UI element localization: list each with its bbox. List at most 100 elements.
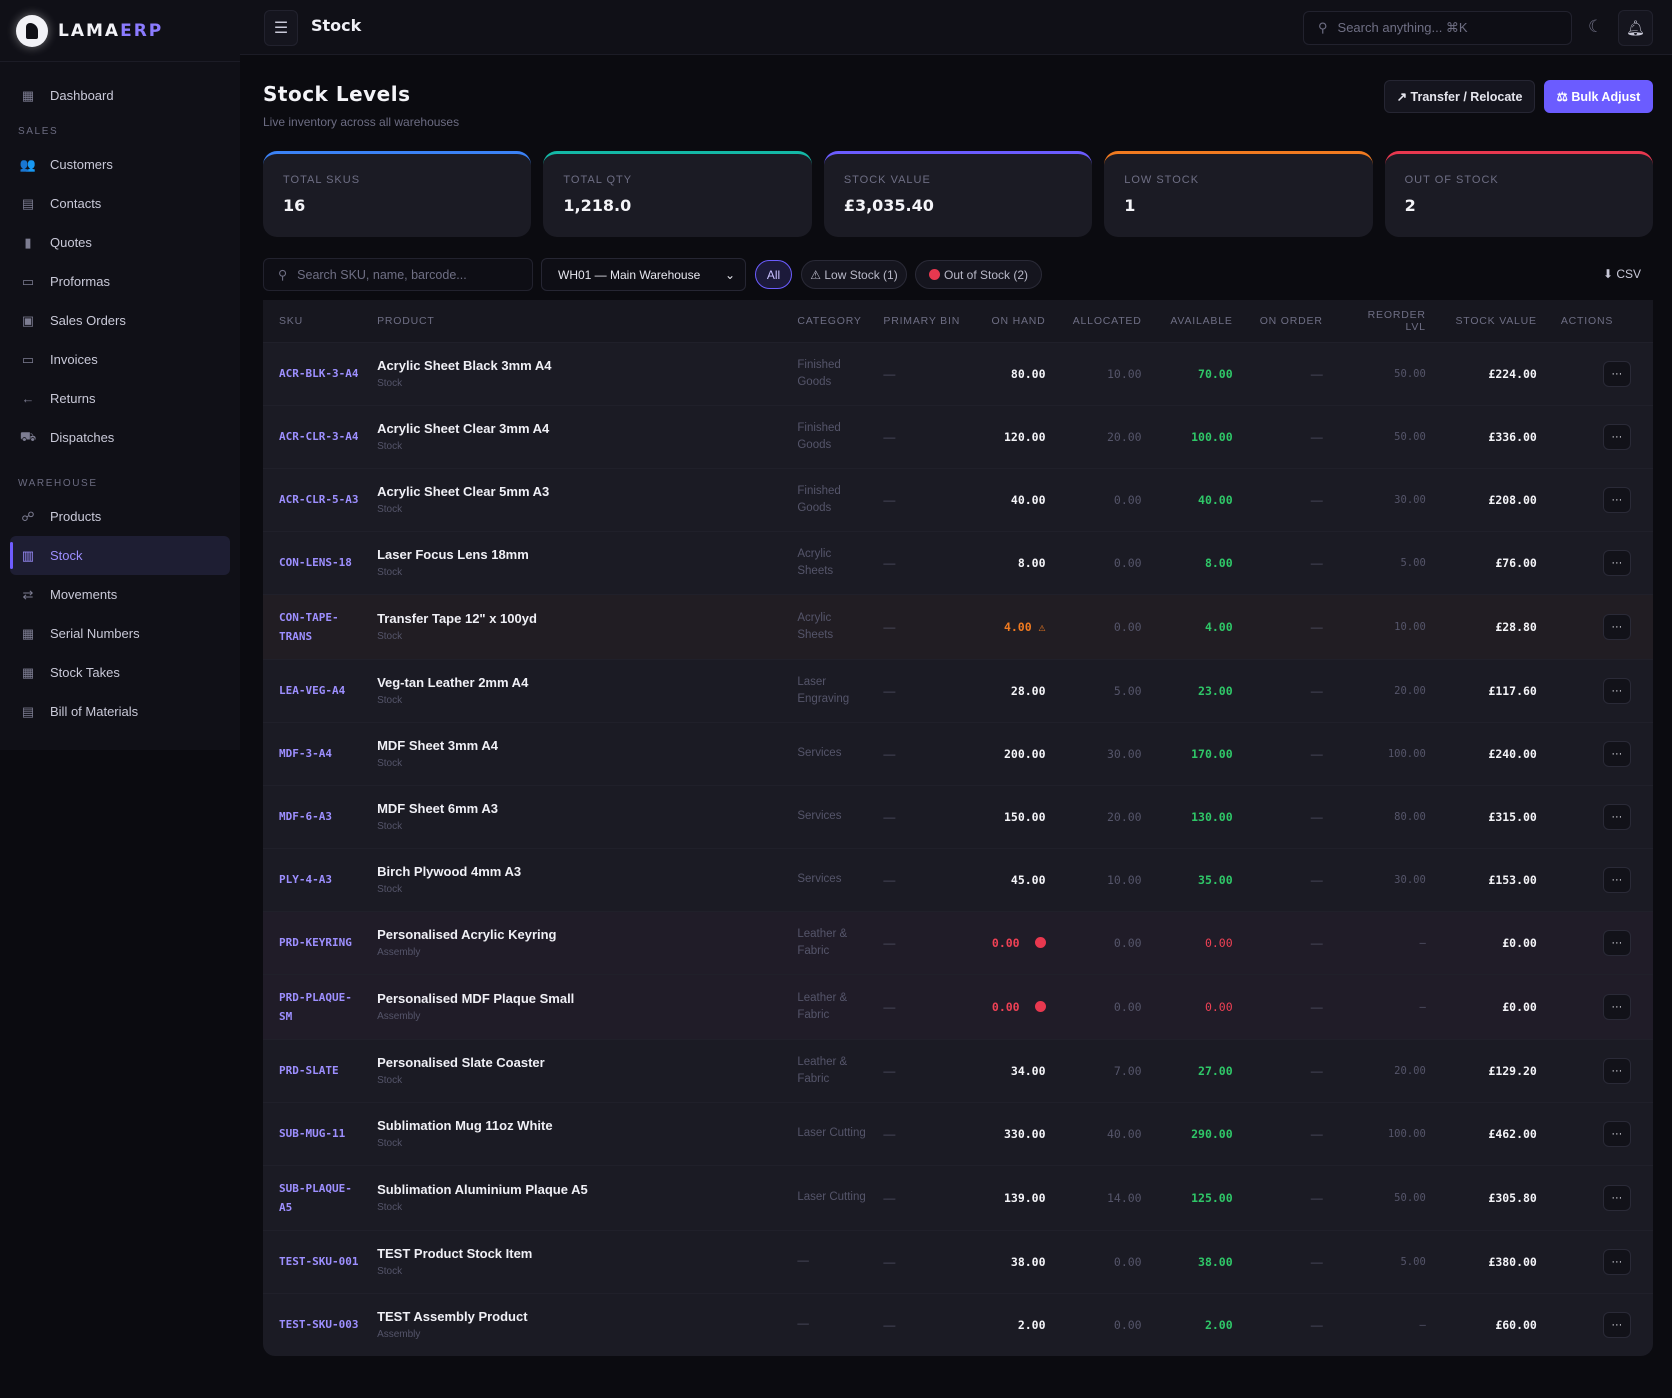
product-name[interactable]: TEST Product Stock Item [377,1245,533,1261]
product-name[interactable]: Acrylic Sheet Clear 3mm A4 [377,420,550,436]
sku-link[interactable]: CON-TAPE-TRANS [279,610,339,643]
sidebar-item-invoices[interactable]: ▭ Invoices [10,340,230,379]
product-name[interactable]: MDF Sheet 6mm A3 [377,800,498,816]
sku-cell[interactable]: TEST-SKU-001 [263,1229,370,1293]
column-header-sku[interactable]: SKU [263,300,370,342]
row-actions-button[interactable]: ··· [1602,1184,1631,1211]
table-row[interactable]: PLY-4-A3 Birch Plywood 4mm A3 Stock Service… [263,847,1653,911]
column-header-reorder-lvl[interactable]: REORDER LVL [1338,300,1442,342]
sidebar-item-sales-orders[interactable]: ▣ Sales Orders [10,301,230,340]
sidebar-item-customers[interactable]: 👥 Customers [10,145,230,184]
sku-link[interactable]: ACR-CLR-3-A4 [279,430,359,443]
sku-link[interactable]: ACR-BLK-3-A4 [279,367,359,380]
transfer-relocate-button[interactable]: ↗ Transfer / Relocate [1384,80,1535,113]
column-header-category[interactable]: CATEGORY [789,300,876,342]
column-header-on-order[interactable]: ON ORDER [1248,300,1339,342]
sku-cell[interactable]: PLY-4-A3 [263,847,370,911]
sidebar-item-dispatches[interactable]: ⛟ Dispatches [10,418,230,457]
sku-link[interactable]: TEST-SKU-001 [279,1255,359,1268]
sku-link[interactable]: CON-LENS-18 [279,556,352,569]
product-name[interactable]: Personalised Acrylic Keyring [377,926,557,942]
sku-link[interactable]: ACR-CLR-5-A3 [279,493,359,506]
sidebar-item-quotes[interactable]: ▮ Quotes [10,223,230,262]
sku-cell[interactable]: MDF-6-A3 [263,784,370,848]
product-name[interactable]: Acrylic Sheet Black 3mm A4 [377,357,552,373]
sku-cell[interactable]: CON-TAPE-TRANS [263,593,370,659]
product-name[interactable]: TEST Assembly Product [377,1308,528,1324]
sidebar-item-movements[interactable]: ⇄ Movements [10,575,230,614]
global-search-input[interactable]: ⚲ Search anything... ⌘K [1303,11,1572,45]
sku-link[interactable]: SUB-PLAQUE-A5 [279,1181,352,1214]
filter-out-of-stock[interactable]: Out of Stock (2) [915,260,1042,289]
sku-cell[interactable]: MDF-3-A4 [263,721,370,785]
product-name[interactable]: Transfer Tape 12" x 100yd [377,610,537,626]
table-row[interactable]: LEA-VEG-A4 Veg-tan Leather 2mm A4 Stock Las… [263,658,1653,722]
row-actions-button[interactable]: ··· [1602,993,1631,1020]
sku-cell[interactable]: PRD-PLAQUE-SM [263,973,370,1039]
sidebar-item-returns[interactable]: ← Returns [10,379,230,418]
row-actions-button[interactable]: ··· [1602,1248,1631,1275]
product-name[interactable]: Veg-tan Leather 2mm A4 [377,674,529,690]
warehouse-select[interactable]: WH01 — Main Warehouse ⌄ [541,258,746,291]
product-name[interactable]: Acrylic Sheet Clear 5mm A3 [377,483,550,499]
product-name[interactable]: Sublimation Aluminium Plaque A5 [377,1181,588,1197]
table-row[interactable]: PRD-SLATE Personalised Slate Coaster Stock… [263,1038,1653,1102]
sku-cell[interactable]: TEST-SKU-003 [263,1292,370,1356]
sidebar-item-stock-takes[interactable]: ▦ Stock Takes [10,653,230,692]
sku-link[interactable]: PRD-KEYRING [279,936,352,949]
product-name[interactable]: MDF Sheet 3mm A4 [377,737,498,753]
column-header-on-hand[interactable]: ON HAND [969,300,1062,342]
sku-cell[interactable]: SUB-MUG-11 [263,1101,370,1165]
table-row[interactable]: ACR-BLK-3-A4 Acrylic Sheet Black 3mm A4 St… [263,341,1653,405]
table-row[interactable]: MDF-6-A3 MDF Sheet 6mm A3 Stock Services — 15… [263,784,1653,848]
product-name[interactable]: Laser Focus Lens 18mm [377,546,529,562]
export-csv-button[interactable]: ⬇ CSV [1602,267,1641,281]
column-header-available[interactable]: AVAILABLE [1157,300,1249,342]
sku-link[interactable]: SUB-MUG-11 [279,1127,346,1140]
sku-cell[interactable]: SUB-PLAQUE-A5 [263,1164,370,1230]
row-actions-button[interactable]: ··· [1602,1120,1631,1147]
sidebar-item-proformas[interactable]: ▭ Proformas [10,262,230,301]
sidebar-item-products[interactable]: ☍ Products [10,497,230,536]
column-header-product[interactable]: PRODUCT [369,300,790,342]
table-row[interactable]: PRD-PLAQUE-SM Personalised MDF Plaque Sma… [263,973,1653,1039]
row-actions-button[interactable]: ··· [1602,423,1631,450]
table-row[interactable]: ACR-CLR-5-A3 Acrylic Sheet Clear 5mm A3 St… [263,467,1653,531]
filter-low-stock[interactable]: ⚠ Low Stock (1) [801,260,907,289]
sidebar-item-stock[interactable]: ▥ Stock [10,536,230,575]
sku-link[interactable]: TEST-SKU-003 [279,1318,359,1331]
sku-cell[interactable]: PRD-SLATE [263,1038,370,1102]
row-actions-button[interactable]: ··· [1602,1311,1631,1338]
notifications-button[interactable]: 🔔︎ [1618,10,1653,46]
sku-cell[interactable]: CON-LENS-18 [263,530,370,594]
column-header-allocated[interactable]: ALLOCATED [1061,300,1158,342]
row-actions-button[interactable]: ··· [1602,866,1631,893]
table-row[interactable]: ACR-CLR-3-A4 Acrylic Sheet Clear 3mm A4 St… [263,404,1653,468]
filter-all[interactable]: All [755,260,792,289]
brand[interactable]: LAMAERP [0,0,240,62]
sku-cell[interactable]: ACR-CLR-5-A3 [263,467,370,531]
sku-cell[interactable]: ACR-BLK-3-A4 [263,341,370,405]
product-name[interactable]: Personalised MDF Plaque Small [377,990,575,1006]
row-actions-button[interactable]: ··· [1602,740,1631,767]
row-actions-button[interactable]: ··· [1602,929,1631,956]
sku-link[interactable]: PLY-4-A3 [279,873,332,886]
product-name[interactable]: Personalised Slate Coaster [377,1054,545,1070]
bulk-adjust-button[interactable]: ⚖ Bulk Adjust [1544,80,1653,113]
column-header-actions[interactable]: ACTIONS [1552,300,1653,342]
table-row[interactable]: PRD-KEYRING Personalised Acrylic Keyring A… [263,910,1653,974]
sku-cell[interactable]: PRD-KEYRING [263,910,370,974]
product-name[interactable]: Birch Plywood 4mm A3 [377,863,522,879]
table-row[interactable]: CON-TAPE-TRANS Transfer Tape 12" x 100yd S… [263,593,1653,659]
row-actions-button[interactable]: ··· [1602,360,1631,387]
table-row[interactable]: SUB-PLAQUE-A5 Sublimation Aluminium Plaqu… [263,1164,1653,1230]
table-row[interactable]: CON-LENS-18 Laser Focus Lens 18mm Stock Acr… [263,530,1653,594]
product-name[interactable]: Sublimation Mug 11oz White [377,1117,553,1133]
sku-cell[interactable]: ACR-CLR-3-A4 [263,404,370,468]
table-row[interactable]: MDF-3-A4 MDF Sheet 3mm A4 Stock Services — 20… [263,721,1653,785]
sidebar-item-bill-of-materials[interactable]: ▤ Bill of Materials [10,692,230,731]
column-header-stock-value[interactable]: STOCK VALUE [1441,300,1553,342]
sku-link[interactable]: LEA-VEG-A4 [279,684,346,697]
table-row[interactable]: SUB-MUG-11 Sublimation Mug 11oz White Stoc… [263,1101,1653,1165]
row-actions-button[interactable]: ··· [1602,677,1631,704]
